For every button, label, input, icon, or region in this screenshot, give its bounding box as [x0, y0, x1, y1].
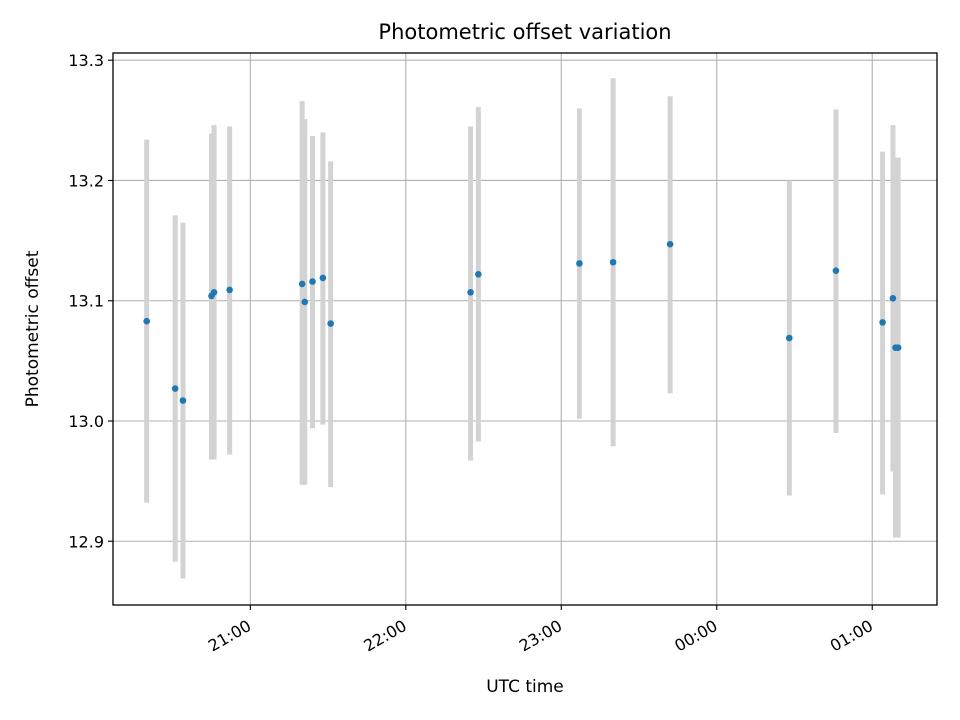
- y-tick-label: 13.1: [68, 292, 104, 311]
- data-point: [467, 289, 474, 296]
- data-point: [786, 334, 793, 342]
- y-axis: 12.9 13.0 13.1 13.2 13.3: [68, 51, 113, 551]
- data-point: [832, 267, 840, 274]
- data-point: [179, 397, 187, 404]
- data-point: [609, 258, 617, 266]
- data-points: [143, 240, 902, 404]
- data-point: [226, 286, 233, 294]
- y-tick-label: 13.3: [68, 51, 104, 70]
- data-point: [319, 274, 327, 282]
- data-point: [576, 260, 583, 267]
- data-point: [879, 319, 886, 326]
- plot-frame: [112, 52, 938, 606]
- grid: [113, 53, 937, 605]
- data-point: [298, 280, 306, 288]
- y-axis-label: Photometric offset: [23, 250, 43, 407]
- data-point: [894, 344, 902, 351]
- data-point: [327, 320, 334, 327]
- y-tick-label: 13.0: [68, 412, 104, 431]
- data-point: [171, 385, 179, 392]
- y-tick-label: 12.9: [68, 532, 104, 551]
- data-point: [143, 317, 150, 325]
- data-point: [309, 278, 316, 285]
- x-axis-label: UTC time: [486, 677, 564, 697]
- y-tick-label: 13.2: [68, 171, 104, 190]
- data-point: [889, 295, 897, 302]
- data-point: [475, 270, 482, 278]
- data-point: [301, 298, 309, 306]
- chart-title: Photometric offset variation: [378, 20, 671, 44]
- data-point: [210, 289, 218, 296]
- data-point: [666, 240, 674, 248]
